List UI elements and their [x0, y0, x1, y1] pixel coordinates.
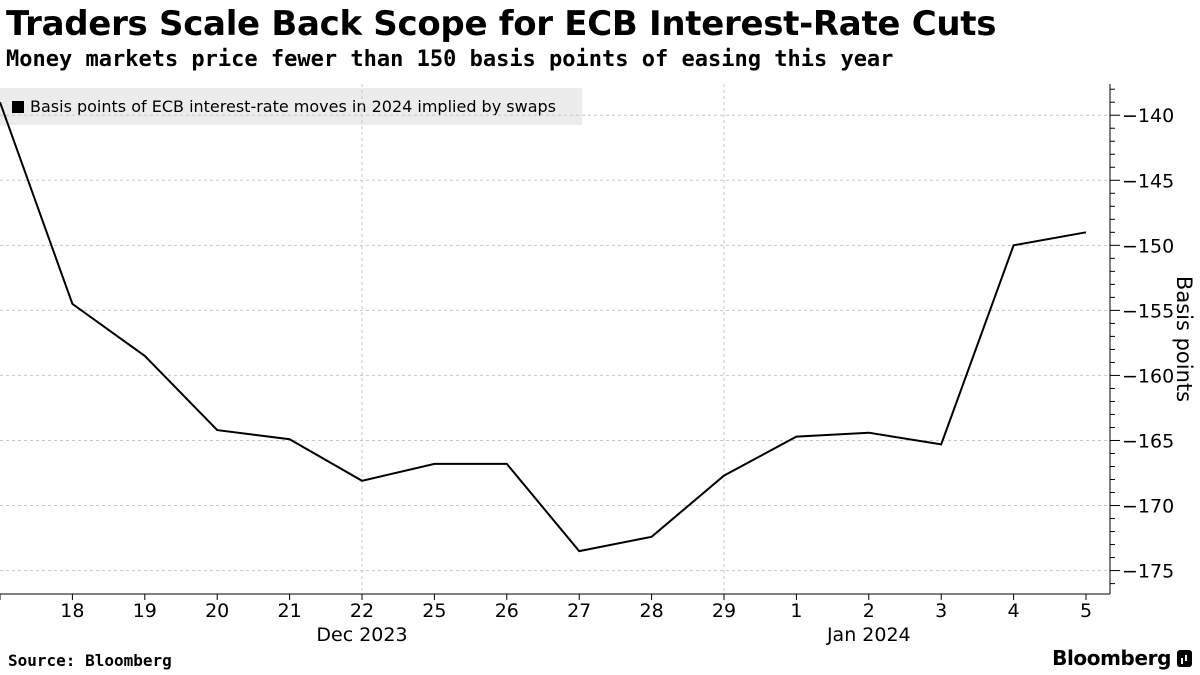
- legend: Basis points of ECB interest-rate moves …: [0, 88, 582, 125]
- x-tick-label: 18: [60, 600, 84, 622]
- y-axis-title: Basis points: [1172, 276, 1196, 402]
- x-group-label: Jan 2024: [826, 624, 911, 646]
- x-tick-label: 25: [422, 600, 446, 622]
- legend-label: Basis points of ECB interest-rate moves …: [30, 97, 556, 116]
- y-tick-label: −160: [1122, 365, 1174, 387]
- x-tick-label: 29: [712, 600, 736, 622]
- x-tick-label: 22: [350, 600, 374, 622]
- chart-subtitle: Money markets price fewer than 150 basis…: [6, 47, 894, 72]
- x-tick-label: 26: [495, 600, 519, 622]
- legend-swatch: [12, 100, 24, 113]
- series-line: [0, 101, 1087, 553]
- brand-name: Bloomberg: [1052, 646, 1171, 670]
- y-tick-label: −170: [1122, 496, 1174, 518]
- x-tick-label: 1: [790, 600, 802, 622]
- x-tick-label: 4: [1008, 600, 1020, 622]
- y-tick-label: −155: [1122, 300, 1174, 322]
- x-group-label: Dec 2023: [316, 624, 407, 646]
- y-tick-label: −165: [1122, 430, 1174, 452]
- bloomberg-terminal-icon: [1177, 649, 1192, 667]
- source-note: Source: Bloomberg: [8, 651, 172, 670]
- x-tick-label: 27: [567, 600, 591, 622]
- y-tick-label: −140: [1122, 105, 1174, 127]
- chart-title: Traders Scale Back Scope for ECB Interes…: [6, 4, 997, 44]
- x-tick-label: 28: [640, 600, 664, 622]
- x-tick-label: 2: [863, 600, 875, 622]
- x-tick-label: 19: [133, 600, 157, 622]
- x-tick-label: 5: [1080, 600, 1092, 622]
- y-tick-label: −175: [1122, 561, 1174, 583]
- y-tick-label: −145: [1122, 170, 1174, 192]
- brand-logo: Bloomberg: [1052, 646, 1192, 670]
- x-tick-label: 21: [278, 600, 302, 622]
- y-tick-label: −150: [1122, 235, 1174, 257]
- x-tick-label: 3: [935, 600, 947, 622]
- x-tick-label: 20: [205, 600, 229, 622]
